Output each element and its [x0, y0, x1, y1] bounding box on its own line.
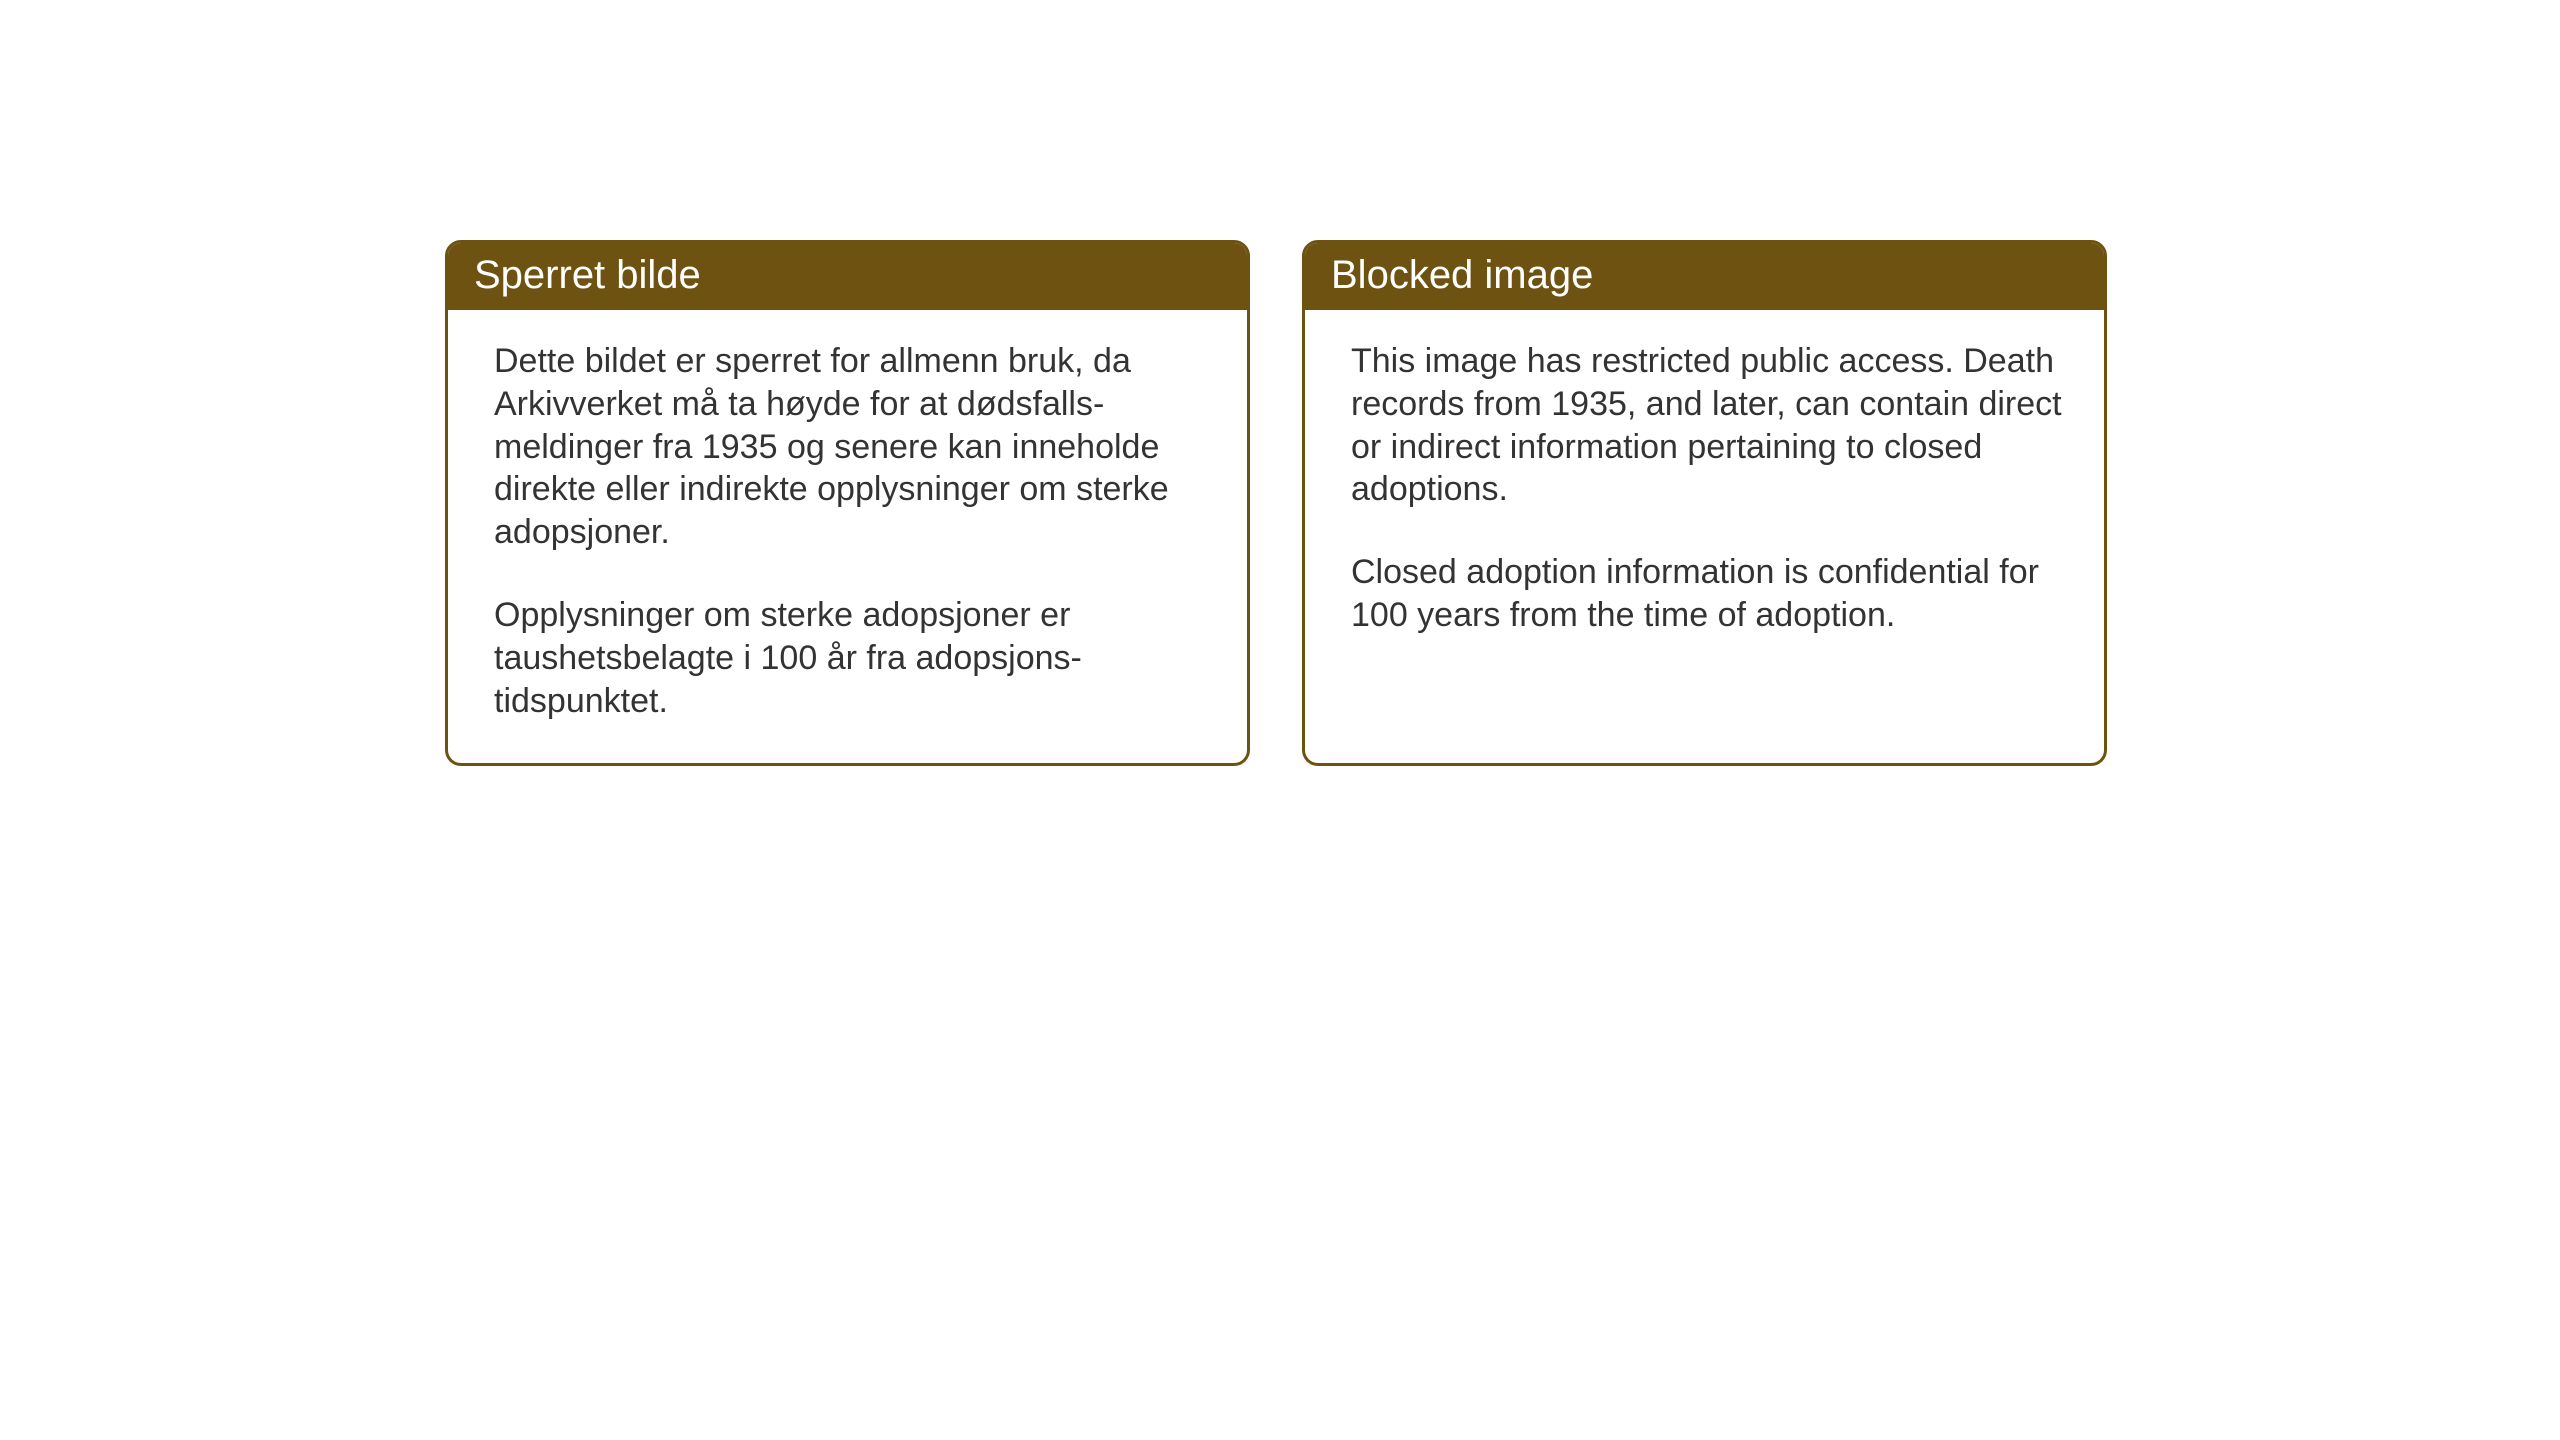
- card-paragraph1-english: This image has restricted public access.…: [1351, 340, 2064, 511]
- card-body-english: This image has restricted public access.…: [1305, 310, 2104, 750]
- card-title-english: Blocked image: [1331, 253, 1593, 297]
- card-body-norwegian: Dette bildet er sperret for allmenn bruk…: [448, 310, 1247, 763]
- card-english: Blocked image This image has restricted …: [1302, 240, 2107, 766]
- card-header-norwegian: Sperret bilde: [448, 243, 1247, 310]
- card-paragraph2-norwegian: Opplysninger om sterke adopsjoner er tau…: [494, 594, 1207, 722]
- card-norwegian: Sperret bilde Dette bildet er sperret fo…: [445, 240, 1250, 766]
- card-paragraph2-english: Closed adoption information is confident…: [1351, 551, 2064, 637]
- card-title-norwegian: Sperret bilde: [474, 253, 701, 297]
- card-paragraph1-norwegian: Dette bildet er sperret for allmenn bruk…: [494, 340, 1207, 554]
- card-header-english: Blocked image: [1305, 243, 2104, 310]
- cards-container: Sperret bilde Dette bildet er sperret fo…: [445, 240, 2107, 766]
